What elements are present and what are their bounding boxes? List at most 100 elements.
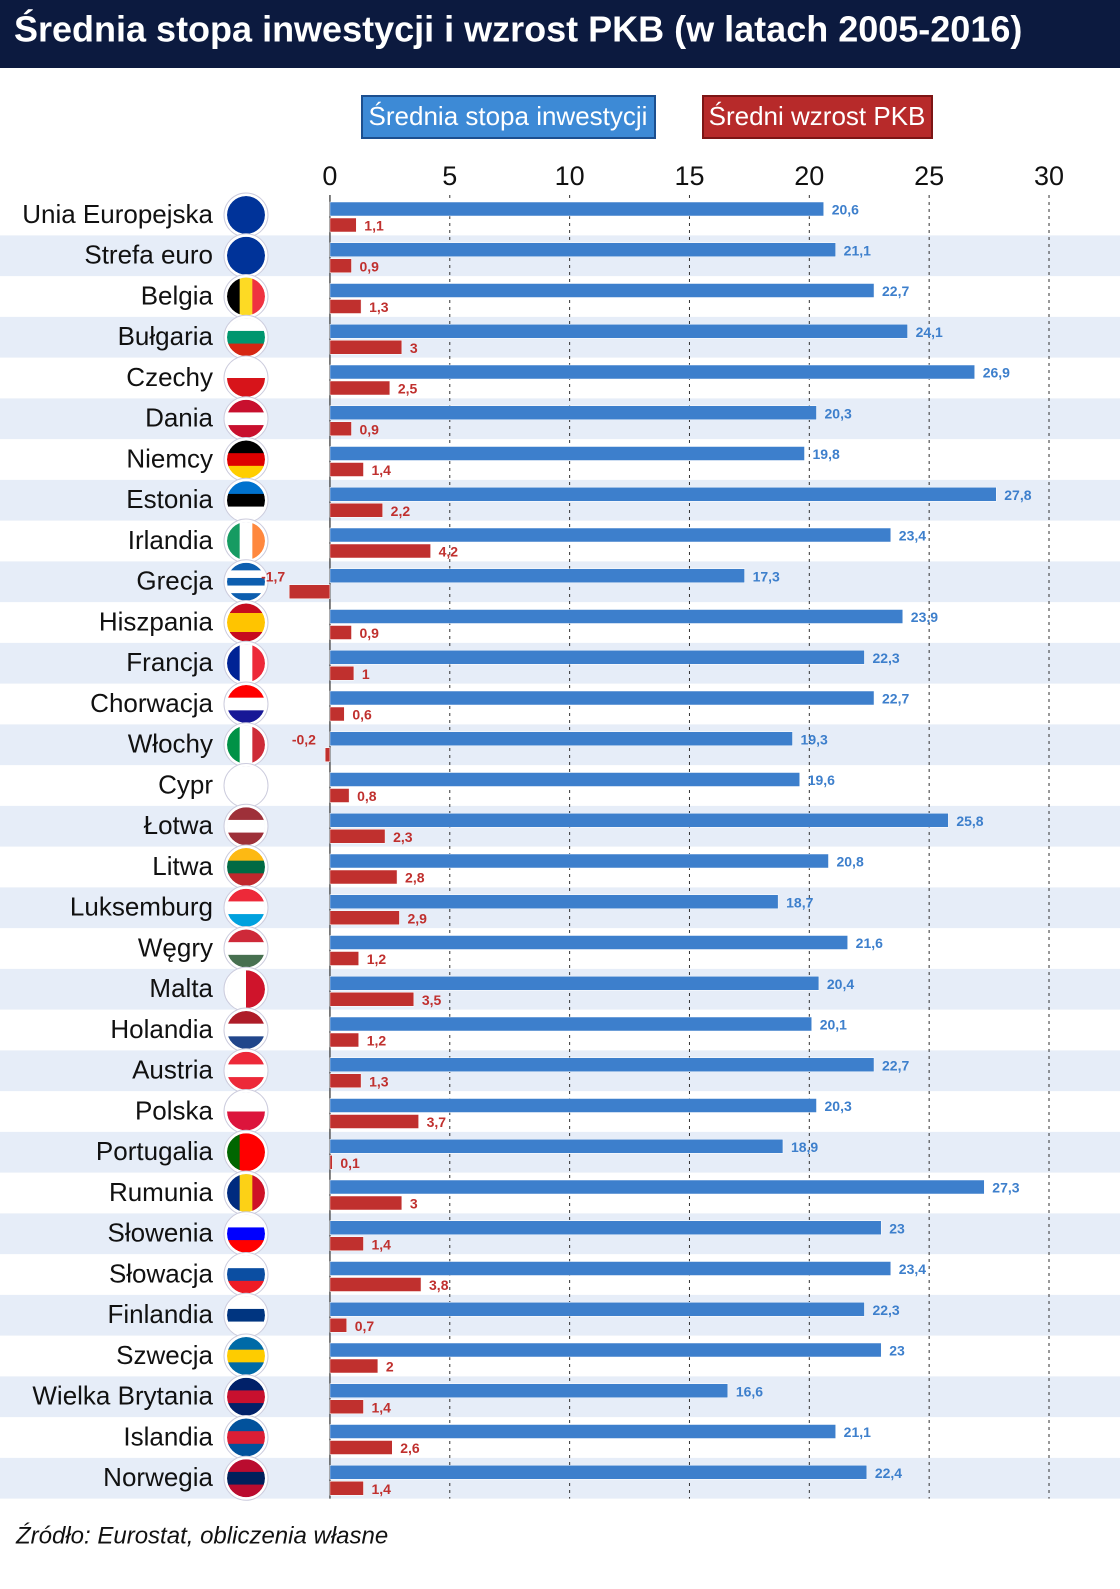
flag-icon [227, 522, 265, 560]
value-label: -1,7 [261, 568, 285, 584]
bar [329, 1358, 379, 1374]
flag-stripe [227, 412, 265, 426]
category-label: Chorwacja [90, 688, 213, 718]
bar [329, 217, 357, 233]
bar [329, 487, 997, 502]
value-label: 27,8 [1004, 487, 1031, 503]
bar [329, 299, 362, 314]
bar [329, 1342, 882, 1358]
x-tick-label: 25 [914, 161, 944, 191]
bar [329, 405, 817, 420]
category-label: Włochy [128, 729, 213, 759]
category-label: Hiszpania [99, 606, 214, 636]
flag-icon [227, 848, 265, 886]
flag-stripe [239, 1174, 253, 1212]
legend-label: Średnia stopa inwestycji [369, 101, 648, 131]
flag-stripe [227, 710, 265, 723]
flag-stripe [227, 1240, 265, 1253]
category-label: Litwa [152, 851, 213, 881]
value-label: 25,8 [956, 813, 983, 829]
flag-stripe [227, 929, 265, 943]
flag-stripe [252, 277, 265, 316]
flag-stripe [227, 1471, 265, 1486]
bar [329, 1139, 784, 1154]
bar [329, 788, 350, 803]
flag-stripe [227, 440, 265, 454]
flag-icon [227, 970, 265, 1009]
flag-stripe [227, 1051, 265, 1065]
bar [329, 1220, 882, 1235]
flag-stripe [227, 330, 265, 345]
flag-stripe [227, 1459, 265, 1473]
value-label: 20,1 [820, 1017, 847, 1033]
flag-stripe [246, 970, 265, 1009]
value-label: 21,1 [844, 242, 871, 258]
category-label: Słowenia [107, 1218, 213, 1248]
value-label: 22,3 [872, 650, 899, 666]
category-label: Estonia [126, 484, 213, 514]
row-bands [0, 235, 1120, 1499]
category-label: Grecja [136, 566, 213, 596]
bar [329, 364, 975, 380]
flag-stripe [227, 1349, 265, 1363]
value-label: 1 [362, 666, 370, 682]
flag-stripe [227, 860, 265, 874]
flag-stripe [227, 453, 265, 467]
value-label: 2,2 [391, 503, 411, 519]
flag-stripe [227, 725, 241, 764]
value-label: 3,5 [422, 992, 442, 1008]
value-label: 1,2 [367, 951, 387, 967]
flag-stripe [227, 1321, 265, 1335]
flag-icon [227, 644, 265, 683]
bar [329, 731, 793, 746]
bar [329, 772, 800, 787]
x-tick-label: 20 [794, 161, 824, 191]
category-label: Islandia [123, 1421, 213, 1451]
flag-icon [227, 1051, 265, 1090]
category-label: Francja [126, 647, 213, 677]
value-label: 0,1 [340, 1155, 360, 1171]
flag-stripe [227, 425, 265, 438]
value-label: 22,7 [882, 691, 909, 707]
flag-icon [227, 766, 265, 805]
bar [329, 813, 949, 828]
flag-stripe [227, 277, 241, 316]
bar [329, 1098, 817, 1113]
bar [329, 625, 352, 640]
flag-stripe [252, 725, 265, 764]
flag-stripe [227, 577, 265, 587]
value-label: 0,8 [357, 788, 377, 804]
flag-stripe [227, 506, 265, 520]
flag-stripe [227, 1484, 265, 1498]
flag-icon [227, 481, 265, 520]
flag-stripe [227, 1036, 265, 1049]
flag-stripe [227, 1174, 241, 1212]
bar [329, 690, 875, 706]
flag-stripe [227, 1023, 265, 1037]
bar [329, 1261, 892, 1276]
flag-stripe [227, 1337, 265, 1351]
bar [329, 283, 875, 298]
flag-icon [227, 1418, 265, 1457]
bar [324, 747, 331, 762]
flag-stripe [227, 1268, 265, 1282]
flag-stripe [227, 1431, 265, 1445]
bar [329, 1424, 836, 1439]
flag-stripe [227, 632, 265, 642]
bar [329, 380, 391, 396]
value-label: 0,9 [360, 258, 380, 274]
bar [329, 910, 400, 925]
bar [329, 935, 848, 950]
flag-icon [227, 807, 265, 846]
category-label: Dania [145, 403, 213, 433]
flag-stripe [227, 359, 265, 379]
value-label: 2,5 [398, 381, 418, 397]
flag-stripe [227, 832, 265, 846]
value-label: 22,7 [882, 283, 909, 299]
bar [329, 650, 865, 665]
flag-stripe [227, 562, 265, 571]
flag-icon [227, 1011, 265, 1049]
value-label: 0,6 [352, 707, 372, 723]
flag-icon [227, 562, 265, 601]
